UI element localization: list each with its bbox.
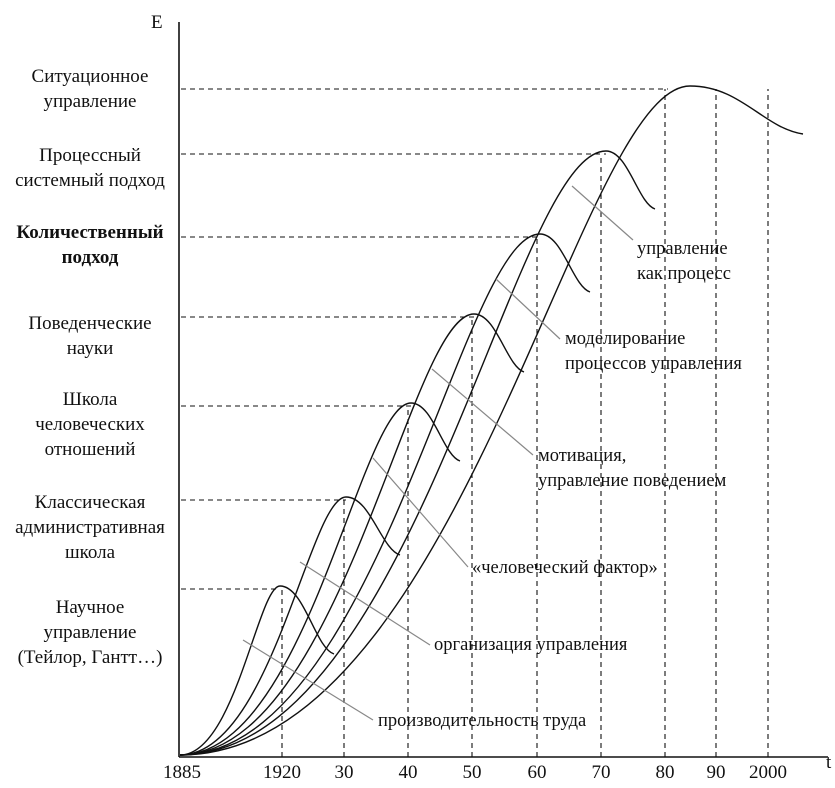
x-tick-label: 90 (706, 762, 726, 783)
annotation-pointers (242, 185, 634, 721)
annotation-pointer (571, 185, 634, 241)
stage-label-line: Школа (62, 389, 118, 410)
stage-label-line: Процессный (39, 145, 141, 166)
axes (178, 22, 828, 758)
stage-label-line: Классическая (34, 492, 146, 513)
annotation-label: организация управления (434, 633, 627, 658)
annotation-label: управление как процесс (637, 237, 731, 287)
stage-curve (179, 402, 461, 756)
annotation-label: производительность труда (378, 709, 586, 734)
annotation-label: «человеческий фактор» (472, 556, 658, 581)
x-axis-label: t (826, 752, 832, 773)
x-tick-label: 70 (591, 762, 611, 783)
stage-label-line: Количественный (16, 222, 164, 243)
stage-label-line: (Тейлор, Гантт…) (17, 647, 163, 668)
x-tick-label: 80 (655, 762, 675, 783)
annotation-line: моделирование (565, 329, 686, 349)
x-tick-label: 50 (462, 762, 482, 783)
x-tick-label: 40 (398, 762, 418, 783)
stage-label: Количественный подход (0, 220, 180, 270)
annotation-line: процессов управления (565, 354, 742, 374)
annotation-pointer (431, 368, 534, 456)
stage-label-line: школа (64, 542, 116, 563)
annotation-line: как процесс (637, 264, 731, 284)
stage-label-line: административная (15, 517, 165, 538)
stage-curve (179, 150, 656, 756)
stage-curve (179, 313, 525, 756)
y-axis-label: E (151, 12, 163, 33)
stage-label: Поведенческие науки (0, 311, 180, 361)
annotation-label: моделирование процессов управления (565, 327, 742, 377)
stage-label-line: управление (43, 622, 137, 643)
stage-label: Классическая административная школа (0, 490, 180, 565)
annotation-pointer (372, 457, 469, 568)
dashed-guides (181, 88, 769, 757)
stage-label-line: подход (61, 247, 119, 268)
annotation-line: управление (637, 239, 728, 259)
annotation-line: организация управления (434, 635, 628, 655)
x-tick-label: 30 (334, 762, 354, 783)
annotation-pointer (299, 561, 431, 646)
stage-curve (179, 85, 804, 756)
x-tick-label: 1885 (163, 762, 201, 783)
annotation-line: мотивация, (538, 446, 627, 466)
stage-label-line: системный подход (15, 170, 165, 191)
annotation-line: производительность труда (378, 711, 587, 731)
stage-label: Научное управление (Тейлор, Гантт…) (0, 595, 180, 670)
x-tick-label: 2000 (749, 762, 787, 783)
stage-label-line: Ситуационное (31, 66, 149, 87)
annotation-pointer (495, 278, 561, 340)
x-tick-label: 1920 (263, 762, 301, 783)
stage-label: Школа человеческих отношений (0, 387, 180, 462)
stage-curve (179, 585, 335, 756)
stage-curve (179, 233, 591, 756)
stage-label: Ситуационное управление (0, 64, 180, 114)
stage-label-line: науки (66, 338, 114, 359)
stage-label-line: управление (43, 91, 137, 112)
stage-label-line: человеческих (35, 414, 145, 435)
annotation-pointer (242, 639, 374, 721)
annotation-line: «человеческий фактор» (472, 558, 658, 578)
annotation-label: мотивация, управление поведением (538, 444, 726, 494)
stage-label-line: Научное (55, 597, 125, 618)
stage-curves (179, 85, 804, 756)
stage-label-line: отношений (44, 439, 136, 460)
annotation-line: управление поведением (538, 471, 727, 491)
stage-label-line: Поведенческие (28, 313, 152, 334)
stage-curve (179, 496, 401, 756)
x-tick-label: 60 (527, 762, 547, 783)
stage-label: Процессный системный подход (0, 143, 180, 193)
